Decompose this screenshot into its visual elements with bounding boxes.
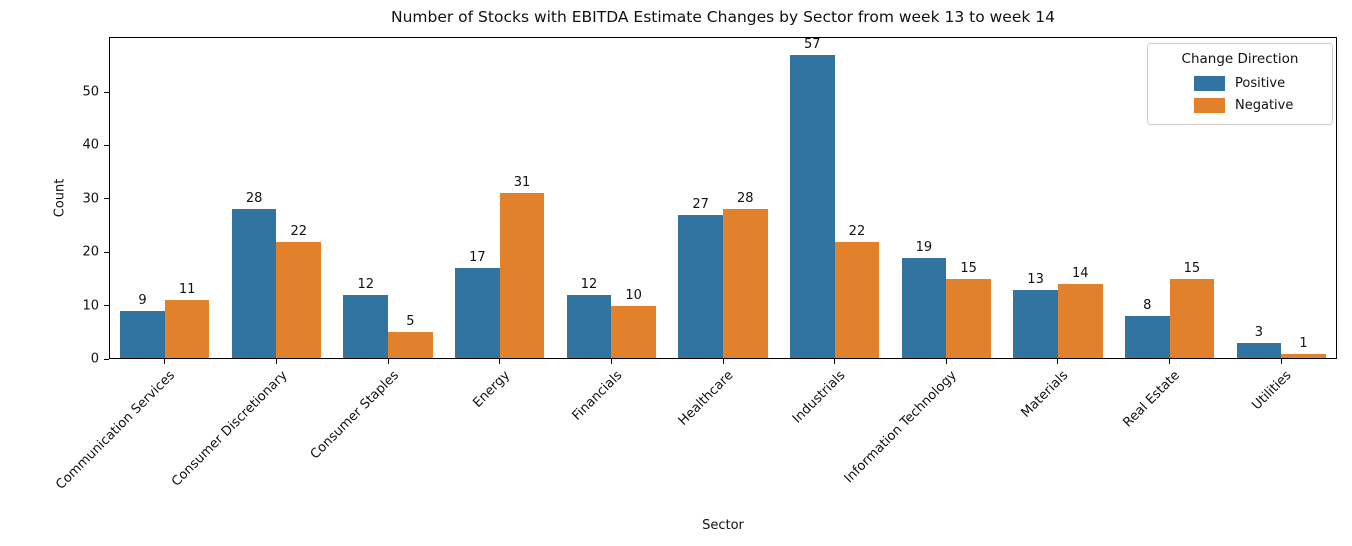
bar-positive-healthcare: [678, 214, 723, 359]
x-tick-mark: [1169, 359, 1171, 364]
bar-negative-consumer-discretionary: [276, 241, 322, 359]
bar-value-label: 28: [245, 191, 263, 207]
bar-value-label: 15: [960, 260, 977, 276]
y-tick-mark: [104, 358, 109, 360]
x-tick-mark: [1057, 359, 1059, 364]
bar-value-label: 17: [469, 250, 486, 266]
bar-value-label: 57: [804, 36, 821, 52]
x-tick-label: Industrials: [789, 368, 849, 427]
x-tick-label: Healthcare: [675, 368, 737, 429]
bar-negative-industrials: [834, 241, 880, 359]
x-tick-label: Energy: [470, 368, 514, 411]
y-tick-mark: [104, 305, 109, 307]
bar-positive-consumer-staples: [343, 294, 389, 359]
chart-title: Number of Stocks with EBITDA Estimate Ch…: [390, 8, 1056, 26]
bar-value-label: 22: [290, 223, 308, 239]
x-tick-label: Consumer Staples: [307, 368, 402, 463]
bar-value-label: 31: [513, 175, 531, 191]
bar-positive-information-technology: [901, 257, 947, 359]
bar-positive-utilities: [1236, 342, 1282, 359]
bar-value-label: 3: [1254, 324, 1263, 340]
legend-item-negative: Negative: [1194, 94, 1320, 116]
x-tick-label: Consumer Discretionary: [168, 368, 291, 490]
x-tick-mark: [275, 359, 277, 364]
legend-item-label: Positive: [1235, 75, 1286, 91]
bar-negative-communication-services: [164, 300, 210, 359]
y-tick-label: 0: [90, 351, 99, 367]
y-axis-label: Count: [52, 178, 68, 218]
x-tick-label: Utilities: [1249, 368, 1295, 414]
x-tick-mark: [610, 359, 612, 364]
bar-positive-communication-services: [120, 310, 165, 359]
x-tick-mark: [499, 359, 501, 364]
y-tick-label: 40: [82, 137, 99, 153]
bar-value-label: 14: [1071, 266, 1089, 282]
bar-positive-financials: [566, 294, 612, 359]
y-tick-label: 10: [82, 298, 99, 314]
bar-negative-energy: [499, 193, 545, 359]
y-tick-mark: [104, 251, 109, 253]
x-tick-label: Information Technology: [841, 368, 960, 487]
bar-negative-materials: [1057, 284, 1103, 359]
bar-value-label: 13: [1027, 271, 1044, 287]
bar-value-label: 27: [692, 196, 709, 212]
legend-item-label: Negative: [1235, 97, 1294, 113]
y-tick-mark: [104, 144, 109, 146]
bar-value-label: 12: [357, 276, 375, 292]
bar-positive-consumer-discretionary: [231, 209, 277, 359]
bar-positive-industrials: [789, 54, 835, 359]
bar-value-label: 10: [625, 287, 642, 303]
y-tick-label: 50: [82, 84, 99, 100]
bar-value-label: 11: [178, 282, 196, 298]
bar-value-label: 19: [915, 239, 933, 255]
bar-negative-healthcare: [723, 209, 768, 359]
y-tick-label: 30: [82, 191, 99, 207]
x-tick-label: Communication Services: [53, 368, 179, 493]
bar-value-label: 9: [138, 292, 147, 308]
bar-value-label: 12: [580, 276, 598, 292]
y-tick-mark: [104, 198, 109, 200]
bar-value-label: 28: [737, 191, 754, 207]
x-tick-mark: [1280, 359, 1282, 364]
bar-value-label: 15: [1183, 260, 1201, 276]
y-tick-mark: [104, 91, 109, 93]
y-tick-label: 20: [82, 244, 99, 260]
x-tick-mark: [387, 359, 389, 364]
legend-item-positive: Positive: [1194, 72, 1320, 94]
x-tick-label: Real Estate: [1120, 368, 1184, 431]
bar-negative-information-technology: [946, 278, 991, 359]
x-tick-label: Materials: [1018, 368, 1072, 421]
x-tick-mark: [164, 359, 166, 364]
bar-value-label: 1: [1299, 335, 1308, 351]
bar-positive-real-estate: [1124, 316, 1170, 359]
positive-swatch-icon: [1194, 75, 1225, 91]
bar-value-label: 22: [848, 223, 866, 239]
negative-swatch-icon: [1194, 97, 1225, 113]
bar-positive-energy: [455, 268, 500, 359]
bar-value-label: 5: [406, 314, 415, 330]
x-tick-mark: [722, 359, 724, 364]
legend-title: Change Direction: [1181, 51, 1299, 67]
bar-negative-financials: [611, 305, 656, 359]
bar-positive-materials: [1013, 289, 1058, 359]
x-tick-mark: [834, 359, 836, 364]
x-tick-mark: [945, 359, 947, 364]
bar-negative-utilities: [1281, 353, 1326, 359]
bar-negative-consumer-staples: [388, 332, 433, 359]
x-tick-label: Financials: [569, 368, 625, 424]
legend: Change Direction Positive Negative: [1147, 43, 1333, 125]
bar-value-label: 8: [1143, 298, 1152, 314]
x-axis-label: Sector: [702, 518, 744, 533]
bar-negative-real-estate: [1169, 278, 1215, 359]
